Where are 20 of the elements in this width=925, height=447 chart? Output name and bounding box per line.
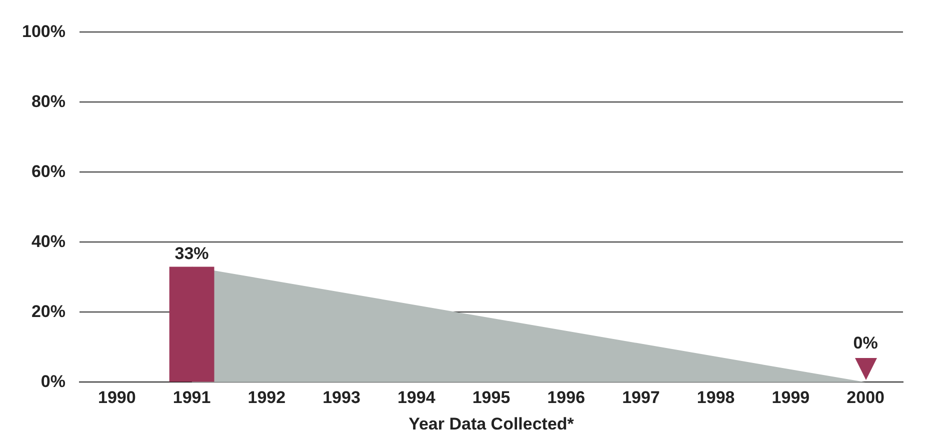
y-tick-label: 20% — [31, 302, 66, 321]
y-tick-label: 40% — [31, 232, 66, 251]
x-tick-label: 1995 — [472, 388, 510, 408]
x-axis-title: Year Data Collected* — [408, 414, 574, 434]
y-tick-label: 80% — [31, 92, 66, 111]
y-tick-label: 60% — [31, 162, 66, 181]
data-label: 33% — [174, 244, 209, 263]
x-tick-label: 1996 — [547, 388, 586, 408]
x-tick-label: 1993 — [322, 388, 360, 408]
x-tick-label: 1990 — [98, 388, 136, 408]
x-tick-label: 1999 — [772, 388, 810, 408]
y-tick-label: 100% — [22, 22, 66, 41]
x-tick-label: 1992 — [248, 388, 286, 408]
x-tick-label: 1991 — [172, 388, 211, 408]
x-tick-label: 1998 — [696, 388, 735, 408]
x-tick-label: 2000 — [846, 388, 884, 408]
data-label: 0% — [853, 333, 878, 352]
x-tick-label: 1997 — [622, 388, 660, 408]
x-tick-label: 1994 — [397, 388, 436, 408]
y-tick-label: 0% — [40, 372, 66, 391]
